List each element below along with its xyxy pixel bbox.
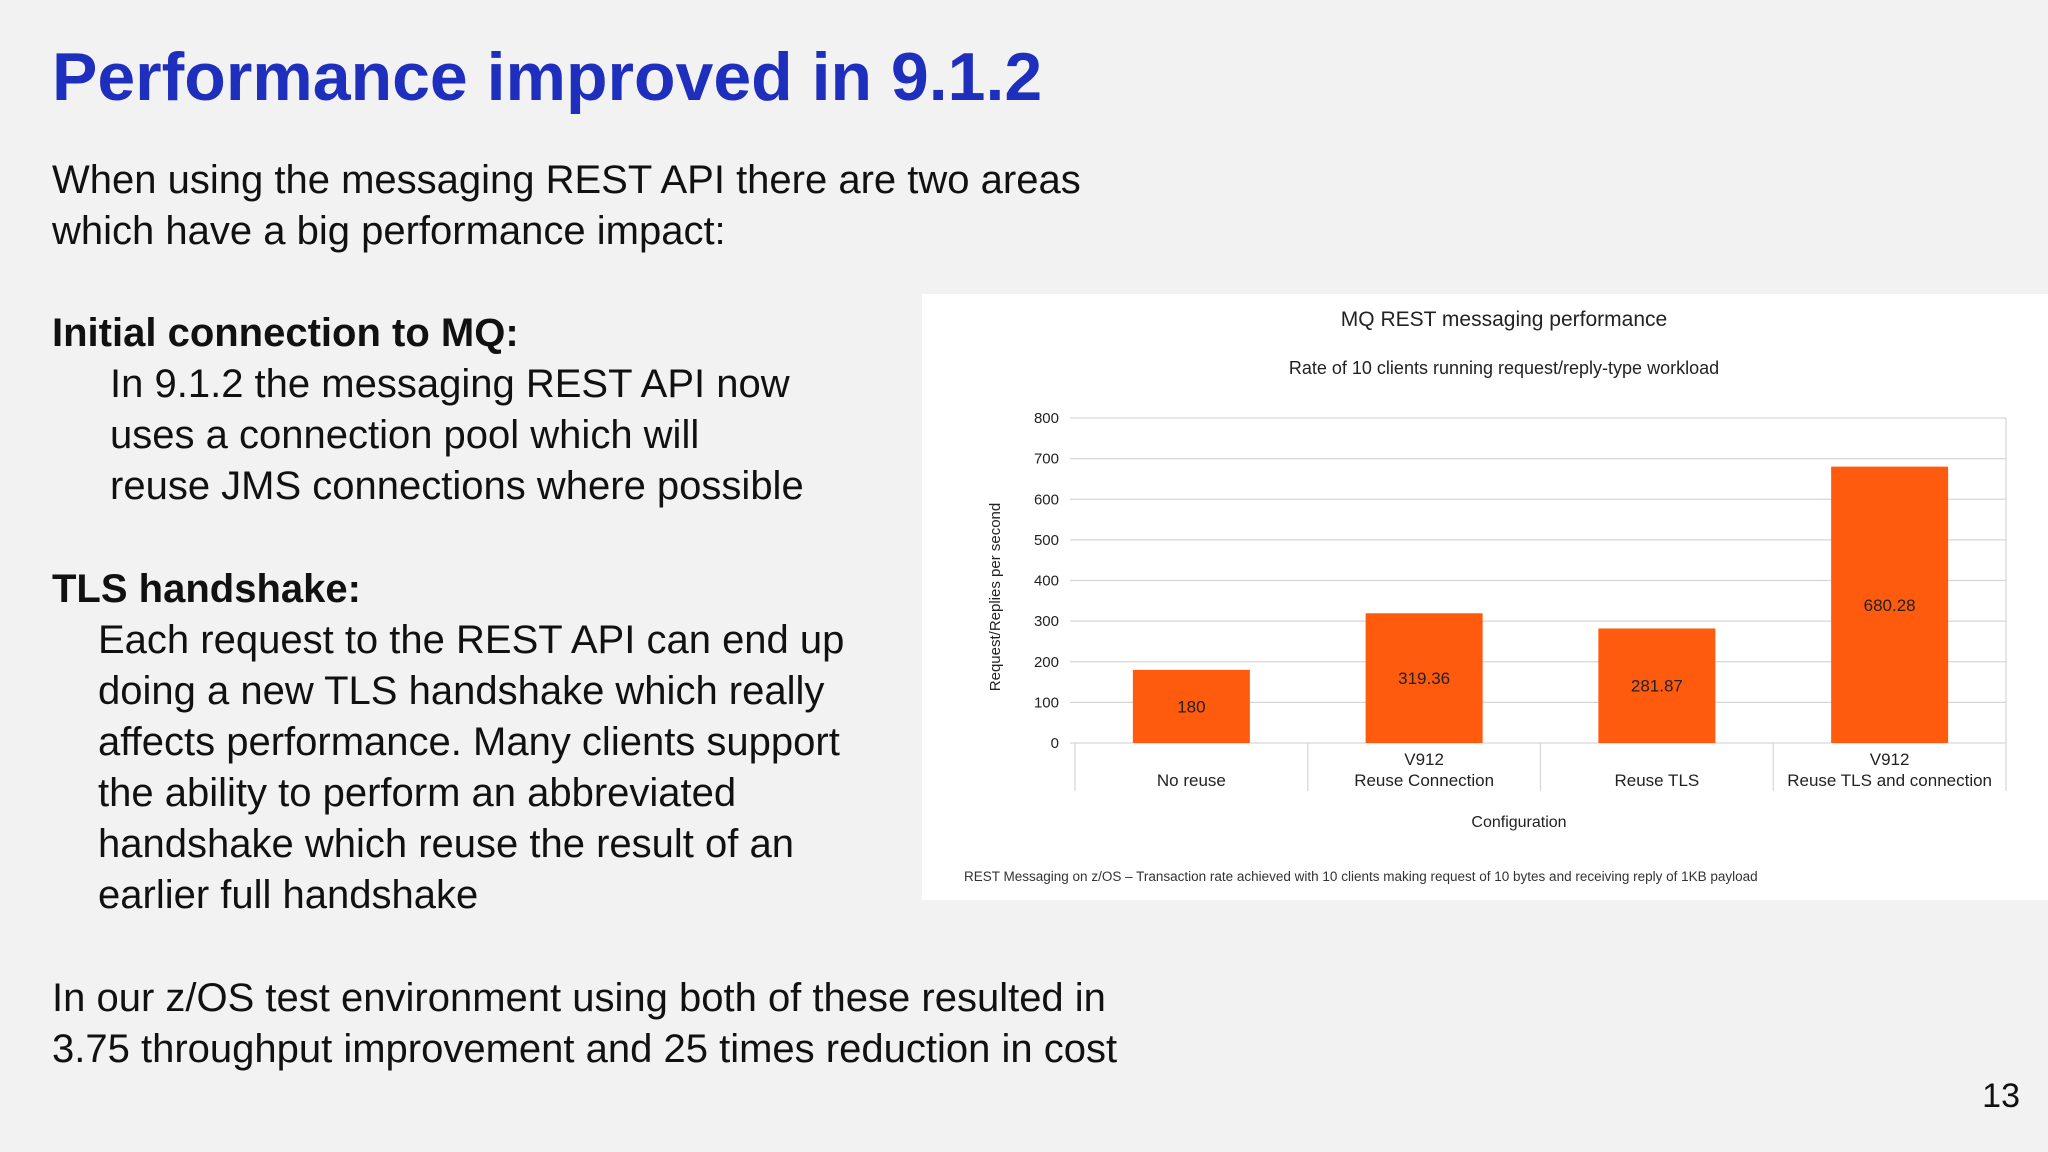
y-tick-label: 800 [1034,410,1059,427]
section-line: uses a connection pool which will [110,413,700,457]
conclusion-paragraph: In our z/OS test environment using both … [52,973,1117,1075]
y-tick-label: 100 [1034,694,1059,711]
x-category-label: V912 [1404,750,1444,769]
intro-line: which have a big performance impact: [52,209,726,253]
section-line: doing a new TLS handshake which really [98,669,825,713]
y-tick-label: 200 [1034,654,1059,671]
chart-subtitle: Rate of 10 clients running request/reply… [1289,358,1719,378]
bar [1365,613,1483,743]
y-axis-label: Request/Replies per second [987,503,1004,691]
section-line: affects performance. Many clients suppor… [98,720,840,764]
section-line: In 9.1.2 the messaging REST API now [110,362,790,406]
intro-line: When using the messaging REST API there … [52,158,1081,202]
conclusion-line: 3.75 throughput improvement and 25 times… [52,1027,1118,1071]
bar [1598,628,1716,743]
bar-chart: MQ REST messaging performance Rate of 10… [964,308,2007,884]
x-category-label: Reuse Connection [1354,771,1494,790]
section-text-tls: Each request to the REST API can end up … [98,615,844,921]
y-axis-ticks: 0 100 200 300 400 500 600 700 800 [1034,410,1059,752]
slide-title: Performance improved in 9.1.2 [52,39,1043,115]
chart-title: MQ REST messaging performance [1341,308,1667,331]
y-tick-label: 0 [1051,735,1059,752]
bar-data-label: 180 [1177,697,1205,716]
y-tick-label: 500 [1034,532,1059,549]
x-category-label: V912 [1870,750,1910,769]
chart-footnote: REST Messaging on z/OS – Transaction rat… [964,869,1758,884]
section-heading-connection: Initial connection to MQ: [52,311,519,355]
page-number: 13 [1982,1077,2020,1115]
y-tick-label: 300 [1034,613,1059,630]
section-line: handshake which reuse the result of an [98,822,794,866]
bar-data-label: 319.36 [1398,669,1450,688]
x-category-label: Reuse TLS and connection [1787,771,1992,790]
y-tick-label: 400 [1034,573,1059,590]
conclusion-line: In our z/OS test environment using both … [52,976,1106,1020]
y-tick-label: 600 [1034,491,1059,508]
section-heading-tls: TLS handshake: [52,567,361,611]
bar [1831,466,1949,743]
intro-paragraph: When using the messaging REST API there … [52,155,1081,257]
x-axis-label: Configuration [1471,814,1566,831]
bar [1132,669,1250,743]
y-tick-label: 700 [1034,451,1059,468]
x-axis-categories: No reuse V912 Reuse Connection Reuse TLS V91… [1157,750,1992,790]
chart-panel: MQ REST messaging performance Rate of 10… [922,294,2048,900]
section-line: reuse JMS connections where possible [110,464,804,508]
chart-bars: 180 319.36 281.87 680.28 [1132,466,1949,743]
section-text-connection: In 9.1.2 the messaging REST API now uses… [110,359,804,512]
section-line: the ability to perform an abbreviated [98,771,737,815]
bar-data-label: 680.28 [1864,596,1916,615]
x-category-label: No reuse [1157,771,1226,790]
section-line: Each request to the REST API can end up [98,618,845,662]
x-category-label: Reuse TLS [1615,771,1700,790]
section-line: earlier full handshake [98,873,479,917]
bar-data-label: 281.87 [1631,677,1683,696]
